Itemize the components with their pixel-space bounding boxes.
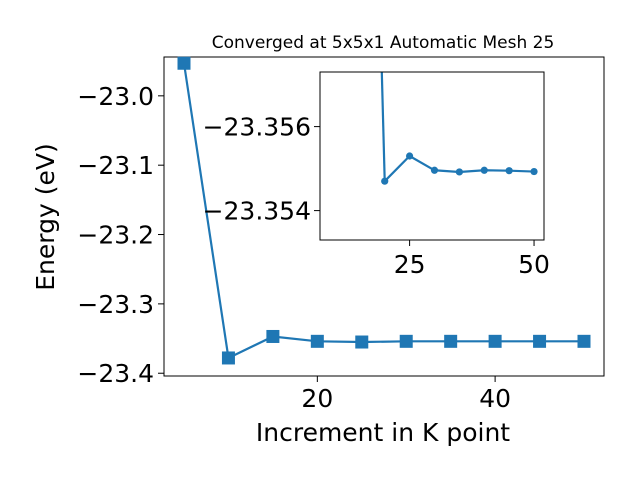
main-plot-frame — [163, 56, 605, 377]
y-tick-label: −23.1 — [77, 151, 154, 180]
inset-data-point-marker — [430, 166, 439, 174]
inset-y-tick-label: −23.354 — [203, 197, 311, 226]
chart-title: Converged at 5x5x1 Automatic Mesh 25 — [212, 33, 555, 53]
data-point-marker — [355, 335, 369, 349]
inset-series-line-offscale — [380, 72, 386, 182]
y-tick-label: −23.0 — [77, 82, 154, 111]
inset-plot-background — [320, 72, 544, 240]
inset-series-group — [380, 72, 538, 185]
data-point-marker — [577, 334, 591, 348]
x-tick-label: 40 — [479, 384, 511, 413]
inset-data-point-marker — [530, 167, 538, 176]
data-point-marker — [266, 329, 280, 343]
inset-series — [380, 72, 538, 185]
main-series — [177, 56, 591, 365]
data-point-marker — [533, 334, 547, 348]
data-point-marker — [399, 334, 413, 348]
inset-ticks: 25 50 −23.356 −23.354 — [203, 113, 550, 279]
y-tick-label: −23.2 — [77, 221, 154, 250]
inset-data-point-marker — [505, 167, 513, 175]
y-tick-label: −23.3 — [77, 290, 154, 319]
y-axis-label: Energy (eV) — [31, 143, 60, 290]
series-line — [182, 63, 584, 360]
inset-x-tick-label: 25 — [394, 250, 426, 279]
data-point-marker — [488, 334, 502, 348]
data-point-marker — [177, 56, 191, 70]
inset-x-tick-label: 50 — [518, 250, 550, 279]
inset-plot-frame — [319, 71, 545, 241]
inset-data-point-marker — [381, 177, 389, 185]
x-tick-label: 20 — [301, 384, 333, 413]
data-point-marker — [221, 351, 235, 365]
data-point-marker — [310, 334, 324, 348]
y-tick-label: −23.4 — [77, 359, 154, 388]
inset-data-point-marker — [480, 166, 488, 174]
data-point-marker — [444, 334, 458, 348]
inset-y-tick-label: −23.356 — [203, 113, 311, 142]
main-ticks: 20 40 −23.0 −23.1 −23.2 −23.3 −23.4 — [77, 82, 511, 413]
inset-data-point-marker — [455, 168, 463, 176]
inset-data-point-marker — [406, 152, 414, 160]
x-axis-label: Increment in K point — [256, 418, 510, 447]
